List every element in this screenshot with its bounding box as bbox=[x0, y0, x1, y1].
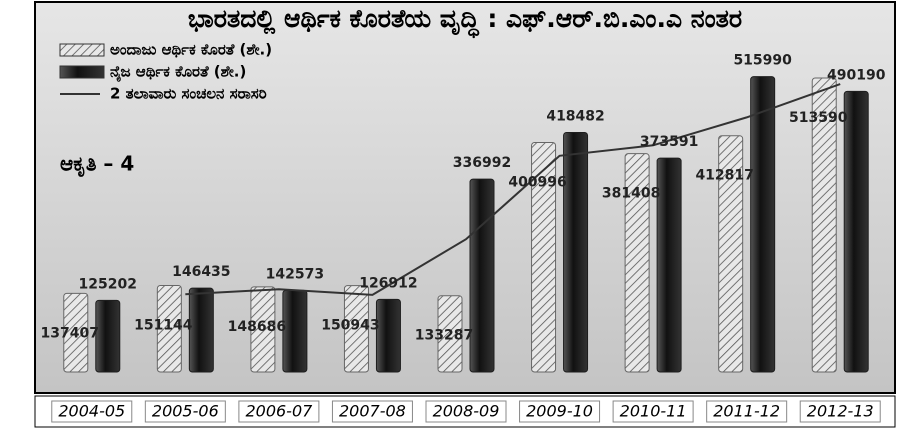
legend-label: ಅಂದಾಜು ಆರ್ಥಿಕ ಕೊರತೆ (ಶೇ.) bbox=[110, 41, 272, 59]
legend-swatch bbox=[59, 65, 105, 79]
bar bbox=[811, 77, 837, 373]
x-tick-label: 2010-11 bbox=[620, 402, 687, 421]
x-tick-box bbox=[706, 400, 788, 423]
x-tick-box bbox=[238, 400, 320, 423]
data-label: 151144 bbox=[134, 317, 193, 333]
annotation: ಆಕೃತಿ – 4 bbox=[60, 152, 134, 178]
bar bbox=[469, 178, 495, 373]
data-label: 373591 bbox=[640, 134, 698, 150]
x-tick-label: 2009-10 bbox=[526, 402, 593, 421]
bar bbox=[718, 135, 744, 373]
bar bbox=[250, 286, 276, 373]
data-label: 418482 bbox=[546, 108, 604, 124]
data-label: 125202 bbox=[79, 276, 137, 292]
bar bbox=[156, 284, 182, 373]
x-tick-label: 2006-07 bbox=[245, 402, 313, 421]
bar bbox=[656, 157, 682, 373]
bar bbox=[375, 298, 401, 373]
bar bbox=[624, 153, 650, 373]
legend-label: 2 ತಲಾವಾರು ಸಂಚಲನ ಸರಾಸರಿ bbox=[110, 85, 267, 103]
bar bbox=[437, 295, 463, 373]
x-tick-box bbox=[51, 400, 133, 423]
legend-swatch bbox=[59, 43, 105, 57]
x-tick-label: 2004-05 bbox=[58, 402, 125, 421]
line bbox=[185, 83, 841, 296]
bar bbox=[531, 141, 557, 373]
data-label: 336992 bbox=[453, 155, 511, 171]
data-label: 126912 bbox=[359, 275, 417, 291]
data-label: 146435 bbox=[172, 264, 230, 280]
data-label: 412817 bbox=[695, 168, 753, 184]
bar bbox=[63, 292, 89, 373]
x-tick-label: 2011-12 bbox=[713, 402, 780, 421]
x-tick-box bbox=[425, 400, 507, 423]
x-tick-label: 2012-13 bbox=[807, 402, 874, 421]
data-label: 133287 bbox=[415, 328, 473, 344]
x-tick-label: 2007-08 bbox=[339, 402, 406, 421]
data-label: 381408 bbox=[602, 186, 660, 202]
bar bbox=[843, 90, 869, 373]
data-label: 490190 bbox=[827, 67, 886, 83]
data-label: 515990 bbox=[733, 53, 792, 69]
bar bbox=[282, 289, 308, 373]
x-tick-label: 2008-09 bbox=[433, 402, 500, 421]
data-label: 513590 bbox=[789, 110, 848, 126]
x-tick-box bbox=[331, 400, 413, 423]
x-tick-box bbox=[799, 400, 881, 423]
data-label: 150943 bbox=[321, 318, 379, 334]
data-label: 400996 bbox=[508, 174, 566, 190]
x-tick-box bbox=[144, 400, 226, 423]
bar bbox=[750, 76, 776, 373]
data-label: 142573 bbox=[266, 266, 324, 282]
x-tick-box bbox=[519, 400, 601, 423]
bar bbox=[343, 285, 369, 373]
legend-label: ನೈಜ ಆರ್ಥಿಕ ಕೊರತೆ (ಶೇ.) bbox=[110, 63, 246, 83]
x-tick-label: 2005-06 bbox=[152, 402, 219, 421]
bar bbox=[563, 131, 589, 373]
bar bbox=[188, 287, 214, 373]
data-label: 148686 bbox=[228, 319, 286, 335]
x-tick-box bbox=[612, 400, 694, 423]
bar bbox=[95, 299, 121, 373]
data-label: 137407 bbox=[41, 325, 99, 341]
